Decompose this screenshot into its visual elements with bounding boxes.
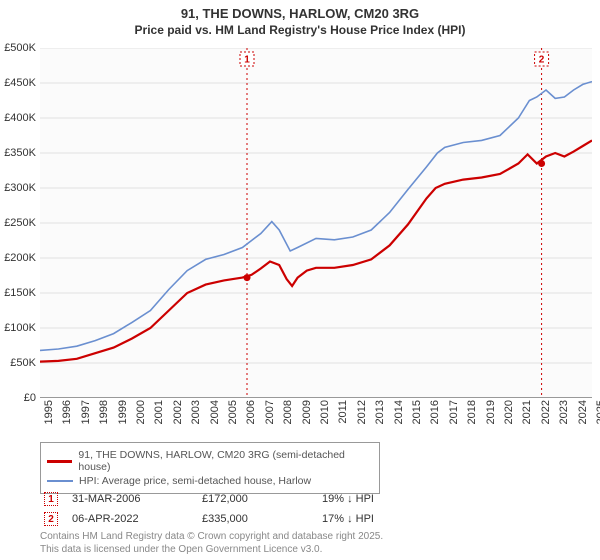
footer-line-1: Contains HM Land Registry data © Crown c… xyxy=(40,531,592,544)
y-tick-label: £450K xyxy=(4,77,36,89)
x-tick-label: 2013 xyxy=(374,400,386,424)
legend-swatch xyxy=(47,460,72,463)
x-tick-label: 2008 xyxy=(282,400,294,424)
y-tick-label: £0 xyxy=(24,392,36,404)
y-tick-label: £250K xyxy=(4,217,36,229)
x-tick-label: 2014 xyxy=(393,400,405,424)
x-tick-label: 2001 xyxy=(153,400,165,424)
x-tick-label: 2004 xyxy=(209,400,221,424)
sale-marker-icon: 2 xyxy=(44,512,58,526)
sale-marker-icon: 1 xyxy=(44,492,58,506)
x-tick-label: 2007 xyxy=(264,400,276,424)
sale-delta: 19% ↓ HPI xyxy=(322,493,374,505)
sale-marker-num-1: 1 xyxy=(244,55,250,66)
legend-text: HPI: Average price, semi-detached house,… xyxy=(79,475,311,487)
y-tick-label: £150K xyxy=(4,287,36,299)
y-tick-label: £300K xyxy=(4,182,36,194)
x-tick-label: 2003 xyxy=(190,400,202,424)
sale-price: £172,000 xyxy=(202,493,322,505)
x-tick-label: 2011 xyxy=(337,400,349,424)
x-tick-label: 2017 xyxy=(448,400,460,424)
chart-plot: 12 xyxy=(40,48,592,398)
x-tick-label: 1996 xyxy=(61,400,73,424)
x-tick-label: 2022 xyxy=(540,400,552,424)
x-tick-label: 2009 xyxy=(301,400,313,424)
sale-row: 2 06-APR-2022£335,00017% ↓ HPI xyxy=(40,510,592,528)
x-tick-label: 2018 xyxy=(466,400,478,424)
x-tick-label: 1997 xyxy=(80,400,92,424)
x-tick-label: 1999 xyxy=(117,400,129,424)
x-tick-label: 2019 xyxy=(485,400,497,424)
attribution-footer: Contains HM Land Registry data © Crown c… xyxy=(40,531,592,556)
legend-text: 91, THE DOWNS, HARLOW, CM20 3RG (semi-de… xyxy=(78,449,373,473)
chart-area: 12 xyxy=(40,48,592,398)
y-tick-label: £350K xyxy=(4,147,36,159)
legend: 91, THE DOWNS, HARLOW, CM20 3RG (semi-de… xyxy=(40,442,380,494)
x-tick-label: 2020 xyxy=(503,400,515,424)
x-tick-label: 2015 xyxy=(411,400,423,424)
legend-swatch xyxy=(47,480,73,482)
y-tick-label: £200K xyxy=(4,252,36,264)
x-tick-label: 2006 xyxy=(245,400,257,424)
footer-line-2: This data is licensed under the Open Gov… xyxy=(40,544,592,557)
sale-row: 1 31-MAR-2006£172,00019% ↓ HPI xyxy=(40,490,592,508)
sale-price: £335,000 xyxy=(202,513,322,525)
x-tick-label: 2005 xyxy=(227,400,239,424)
sale-date: 06-APR-2022 xyxy=(72,513,202,525)
chart-title: 91, THE DOWNS, HARLOW, CM20 3RG Price pa… xyxy=(0,0,600,37)
x-tick-label: 2002 xyxy=(172,400,184,424)
x-tick-label: 2025 xyxy=(595,400,600,424)
title-line-2: Price paid vs. HM Land Registry's House … xyxy=(0,23,600,37)
y-axis: £0£50K£100K£150K£200K£250K£300K£350K£400… xyxy=(0,48,40,398)
legend-row: 91, THE DOWNS, HARLOW, CM20 3RG (semi-de… xyxy=(47,449,373,473)
x-tick-label: 2023 xyxy=(558,400,570,424)
x-tick-label: 2016 xyxy=(429,400,441,424)
sale-delta: 17% ↓ HPI xyxy=(322,513,374,525)
sale-marker-num-2: 2 xyxy=(539,55,545,66)
y-tick-label: £100K xyxy=(4,322,36,334)
x-tick-label: 2000 xyxy=(135,400,147,424)
sale-date: 31-MAR-2006 xyxy=(72,493,202,505)
x-tick-label: 2010 xyxy=(319,400,331,424)
y-tick-label: £500K xyxy=(4,42,36,54)
sale-dot-1 xyxy=(244,274,251,281)
x-tick-label: 2021 xyxy=(521,400,533,424)
x-tick-label: 2024 xyxy=(577,400,589,424)
title-line-1: 91, THE DOWNS, HARLOW, CM20 3RG xyxy=(0,6,600,21)
legend-row: HPI: Average price, semi-detached house,… xyxy=(47,475,373,487)
y-tick-label: £50K xyxy=(10,357,36,369)
x-axis: 1995 1996 1997 1998 1999 2000 2001 2002 2003 2004… xyxy=(40,398,592,440)
series-blue xyxy=(40,82,592,351)
sale-dot-2 xyxy=(538,160,545,167)
x-tick-label: 2012 xyxy=(356,400,368,424)
x-tick-label: 1995 xyxy=(43,400,55,424)
y-tick-label: £400K xyxy=(4,112,36,124)
x-tick-label: 1998 xyxy=(98,400,110,424)
